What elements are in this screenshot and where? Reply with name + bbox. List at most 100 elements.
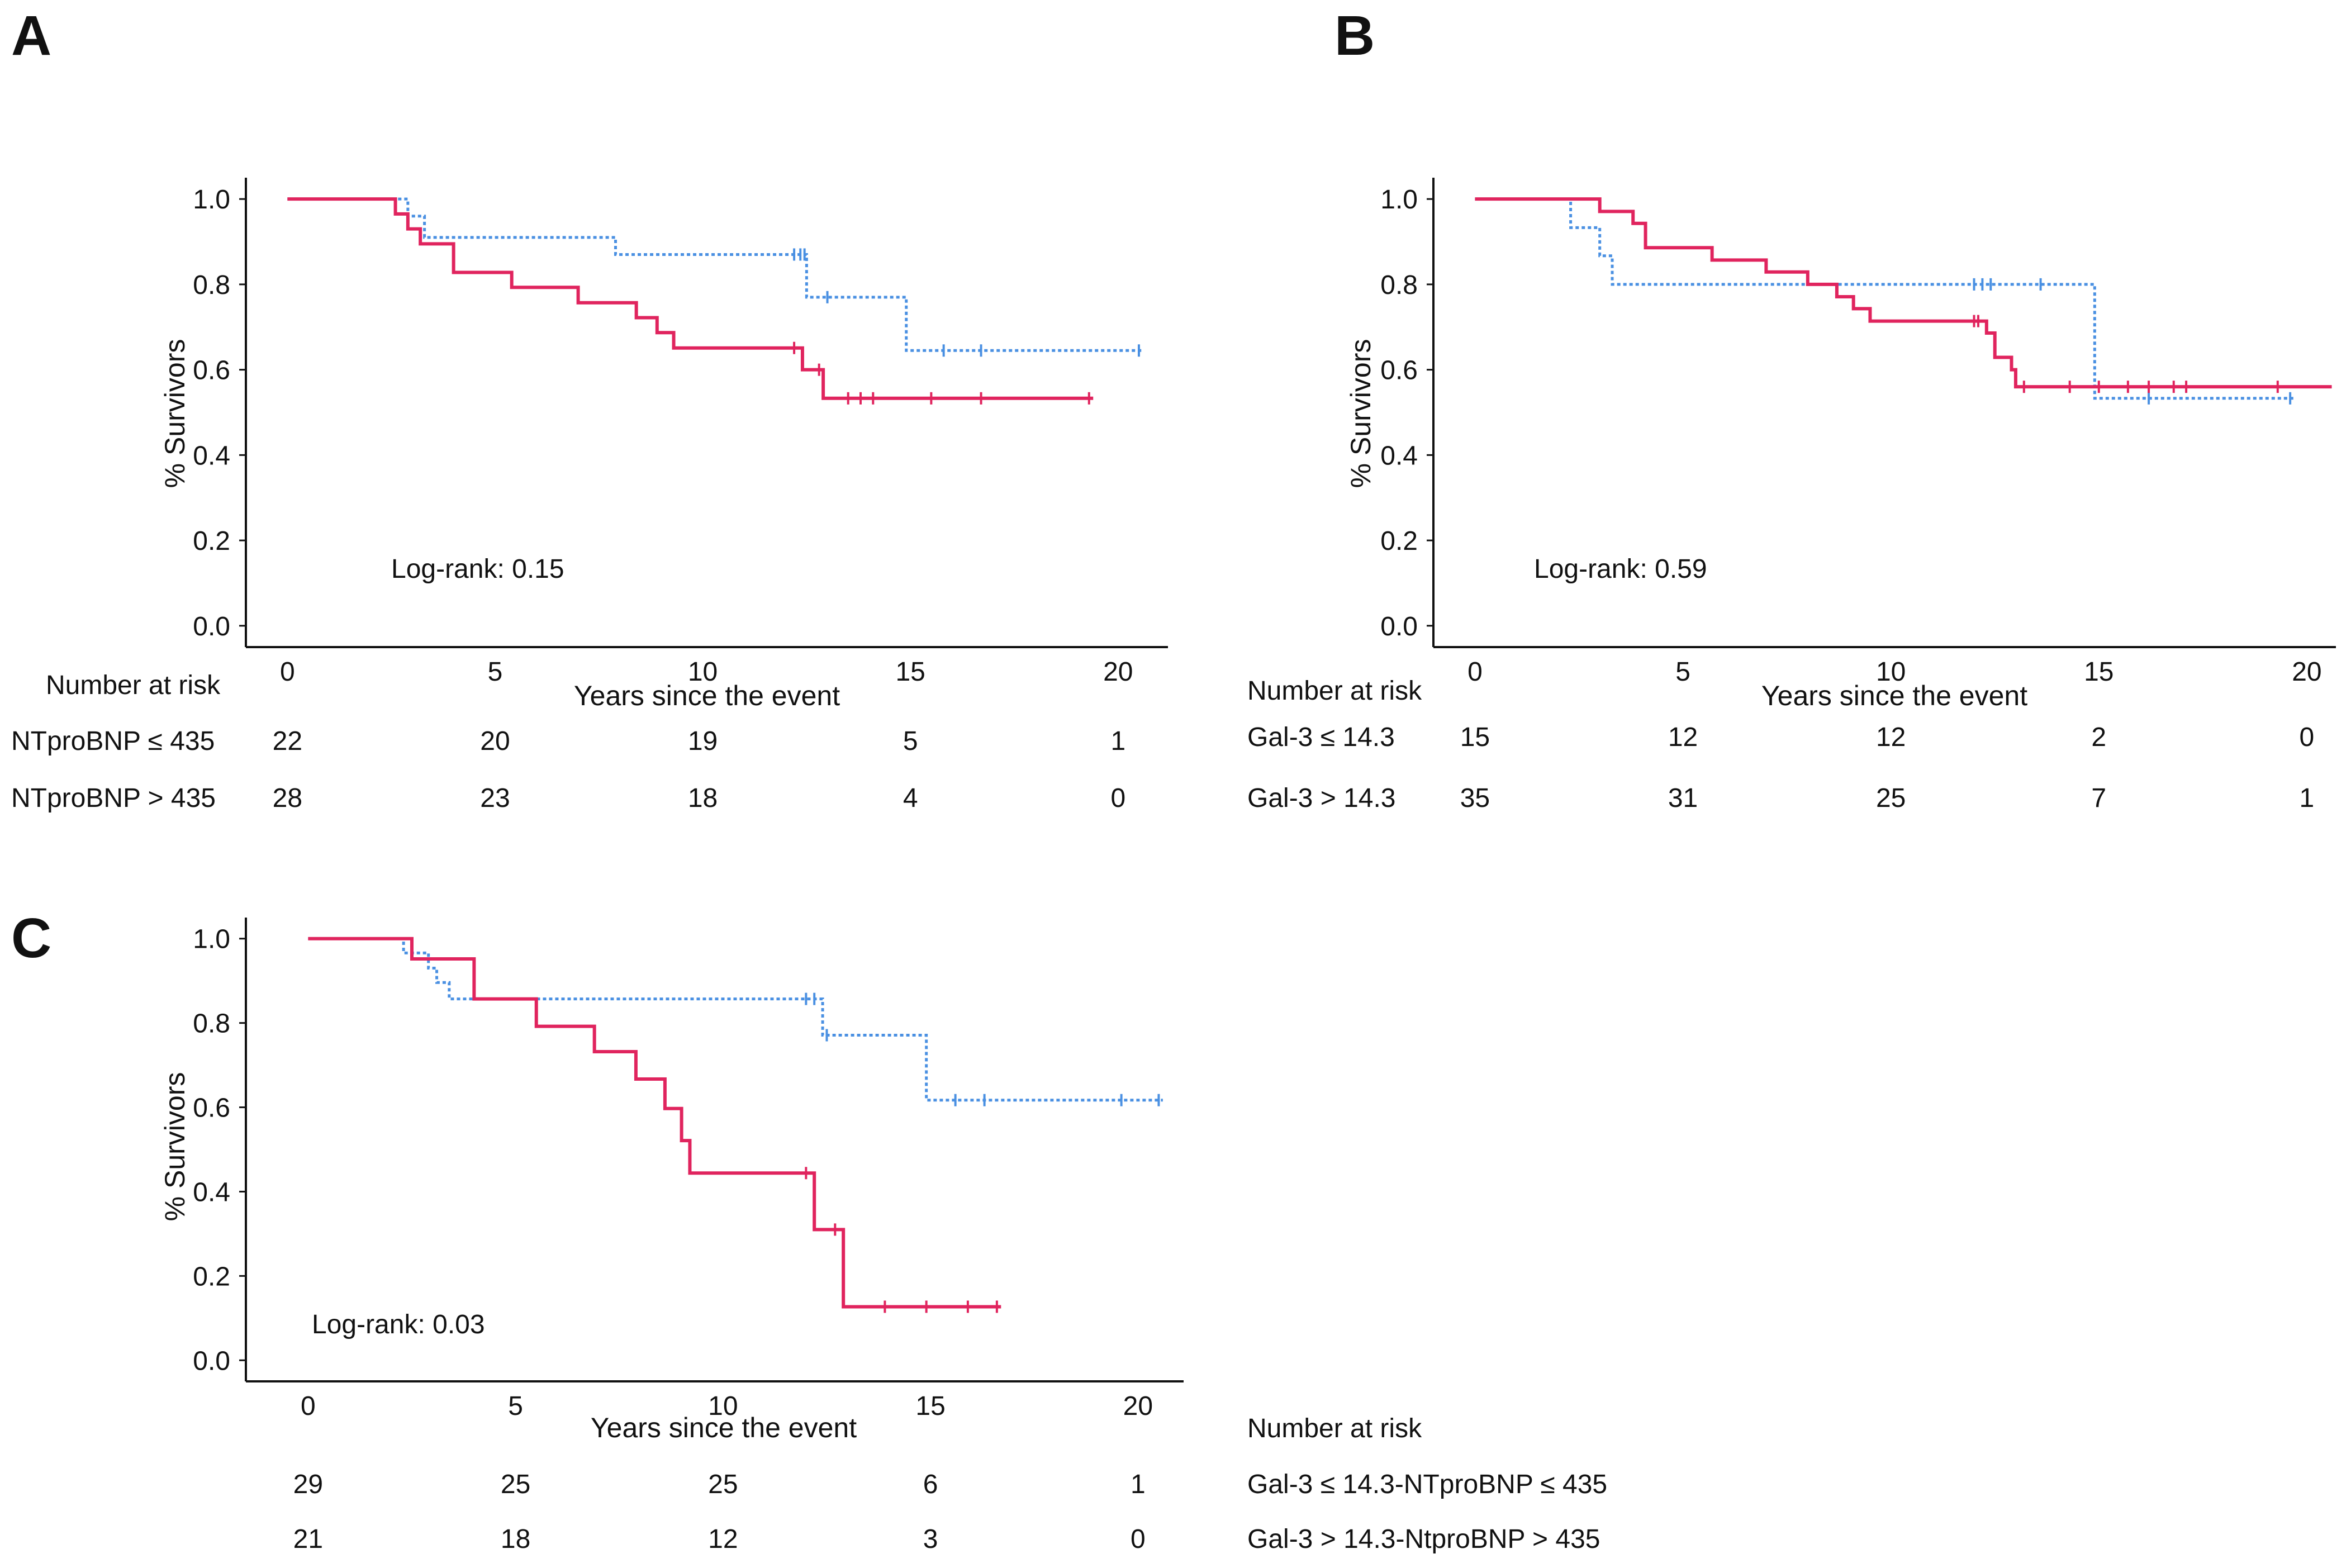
panel-c-y-tick-label: 0.2: [193, 1262, 230, 1291]
panel-c-y-tick-label: 0.8: [193, 1009, 230, 1039]
panel-c-axes: 0.0 0.2 0.4 0.6 0.8 1.0 0 5 10 15 20: [193, 918, 1184, 1421]
panel-a-survival-curve-2: [287, 197, 1094, 400]
panel-letter-b: B: [1334, 4, 1375, 67]
panel-b-y-tick-label: 0.8: [1380, 270, 1418, 300]
panel-a-x-tick-label: 10: [688, 657, 718, 687]
panel-c-risk-row-2-label: Gal-3 > 14.3-NtproBNP > 435: [1247, 1524, 1600, 1554]
panel-a-x-tick-label: 15: [895, 657, 925, 687]
panel-c-y-tick-label: 0.0: [193, 1346, 230, 1376]
panel-a-y-tick-label: 0.2: [193, 526, 230, 556]
panel-a-risk-count: 20: [480, 726, 510, 756]
panel-c-x-tick-label: 15: [915, 1391, 945, 1421]
panel-c-x-tick-label: 5: [508, 1391, 523, 1421]
panel-a-plot: [287, 197, 1143, 405]
panel-c-risk-count: 0: [1131, 1524, 1146, 1554]
panel-a-risk-count: 22: [273, 726, 302, 756]
panel-c-x-axis-label: Years since the event: [591, 1412, 857, 1443]
panel-c-survival-curve-1: [308, 937, 1163, 1102]
panel-b-risk-row-1-label: Gal-3 ≤ 14.3: [1247, 723, 1395, 752]
panel-c-x-tick-label: 20: [1123, 1391, 1153, 1421]
panel-c-risk-count: 1: [1131, 1470, 1146, 1499]
panel-c-y-tick-label: 0.4: [193, 1177, 230, 1207]
panel-letter-a: A: [11, 4, 51, 67]
panel-b-y-axis-label: % Survivors: [1345, 339, 1376, 488]
panel-a-risk-count: 4: [903, 783, 918, 813]
panel-a-risk-row-2-label: NTproBNP > 435: [11, 783, 216, 813]
panel-b-risk-count: 12: [1876, 723, 1906, 752]
panel-c-risk-count: 25: [501, 1470, 530, 1499]
panel-c-risk-count: 21: [293, 1524, 323, 1554]
panel-b-y-tick-label: 1.0: [1380, 185, 1418, 215]
panel-a-y-tick-label: 0.0: [193, 612, 230, 642]
panel-b-y-tick-label: 0.4: [1380, 441, 1418, 471]
panel-b-x-tick-label: 20: [2292, 657, 2321, 687]
panel-a-risk-count: 1: [1110, 726, 1125, 756]
panel-a-risk-count: 19: [688, 726, 718, 756]
panel-c-risk-count: 6: [923, 1470, 938, 1499]
panel-c-y-tick-label: 0.6: [193, 1094, 230, 1123]
panel-c-plot: [308, 937, 1163, 1313]
panel-b-risk-table-title: Number at risk: [1247, 676, 1422, 706]
panel-a-y-tick-label: 0.6: [193, 356, 230, 386]
panel-c-survival-curve-2: [308, 937, 1001, 1309]
panel-a-y-tick-label: 0.8: [193, 270, 230, 300]
panel-a-x-axis-label: Years since the event: [574, 680, 840, 711]
panel-c-risk-count: 12: [708, 1524, 738, 1554]
panel-c-risk-row-1-label: Gal-3 ≤ 14.3-NTproBNP ≤ 435: [1247, 1470, 1607, 1499]
panel-a-y-tick-label: 0.4: [193, 441, 230, 471]
panel-b-axes: 0.0 0.2 0.4 0.6 0.8 1.0 0 5 10 15 20: [1380, 178, 2336, 687]
panel-b-y-tick-label: 0.2: [1380, 526, 1418, 556]
panel-a-risk-row-1-label: NTproBNP ≤ 435: [11, 726, 215, 756]
panel-b-x-tick-label: 5: [1675, 657, 1690, 687]
panel-a-risk-table-title: Number at risk: [46, 671, 221, 700]
panel-b-risk-count: 25: [1876, 783, 1906, 813]
panel-a-x-tick-label: 5: [488, 657, 503, 687]
panel-b-risk-values: 15 12 12 2 0 35 31 25 7 1: [1460, 723, 2315, 813]
panel-b-risk-count: 15: [1460, 723, 1490, 752]
panel-a-y-axis-label: % Survivors: [159, 339, 191, 488]
panel-a-risk-count: 18: [688, 783, 718, 813]
panel-a-risk-values: 22 20 19 5 1 28 23 18 4 0: [273, 726, 1126, 813]
panel-b: B 0.0 0.2 0.4 0.6 0.8 1.0 0 5 10 15 20 Log-rank: 0…: [1247, 4, 2336, 813]
panel-b-survival-curve-2: [1475, 197, 2332, 389]
panel-b-logrank-annotation: Log-rank: 0.59: [1534, 554, 1707, 584]
panel-b-risk-row-2-label: Gal-3 > 14.3: [1247, 783, 1396, 813]
panel-a-y-tick-label: 1.0: [193, 185, 230, 215]
panel-b-risk-count: 7: [2091, 783, 2106, 813]
panel-c-risk-count: 18: [501, 1524, 530, 1554]
panel-b-x-tick-label: 0: [1467, 657, 1483, 687]
panel-b-y-tick-label: 0.0: [1380, 612, 1418, 642]
panel-a-axes: 0.0 0.2 0.4 0.6 0.8 1.0 0 5 10 15 20: [193, 178, 1168, 687]
panel-c-y-axis-label: % Survivors: [159, 1072, 191, 1222]
panel-a-x-tick-label: 0: [280, 657, 295, 687]
panel-b-x-axis-label: Years since the event: [1761, 680, 2027, 711]
panel-a-risk-count: 23: [480, 783, 510, 813]
panel-a-logrank-annotation: Log-rank: 0.15: [391, 554, 564, 584]
panel-c-risk-count: 25: [708, 1470, 738, 1499]
panel-b-plot: [1475, 197, 2332, 405]
panel-c-risk-count: 29: [293, 1470, 323, 1499]
panel-a-risk-count: 0: [1110, 783, 1125, 813]
panel-c: C 0.00.20.40.60.81.00 5 10 15 20 Log-rank: 0…: [11, 907, 1607, 1554]
panel-c-x-tick-label: 10: [708, 1391, 738, 1421]
panel-c-x-tick-label: 0: [301, 1391, 316, 1421]
panel-b-x-tick-label: 15: [2084, 657, 2113, 687]
panel-letter-c: C: [11, 907, 51, 970]
panel-b-survival-curve-1: [1475, 197, 2295, 400]
panel-a-x-tick-label: 20: [1103, 657, 1133, 687]
panel-b-risk-count: 31: [1668, 783, 1698, 813]
panel-c-risk-values: 29 25 25 6 1 21 18 12 3 0: [293, 1470, 1146, 1554]
panel-b-y-tick-label: 0.6: [1380, 356, 1418, 386]
panel-c-logrank-annotation: Log-rank: 0.03: [312, 1310, 485, 1339]
panel-b-risk-count: 12: [1668, 723, 1698, 752]
panel-b-x-tick-label: 10: [1876, 657, 1906, 687]
panel-b-risk-count: 1: [2300, 783, 2315, 813]
panel-c-risk-count: 3: [923, 1524, 938, 1554]
panel-a-risk-count: 5: [903, 726, 918, 756]
panel-b-risk-count: 2: [2091, 723, 2106, 752]
panel-c-y-tick-label: 1.0: [193, 925, 230, 954]
panel-b-risk-count: 35: [1460, 783, 1490, 813]
panel-a: A 0.00.20.40.60.81.00 5 10 15 20 Log-rank: 0…: [11, 4, 1168, 813]
